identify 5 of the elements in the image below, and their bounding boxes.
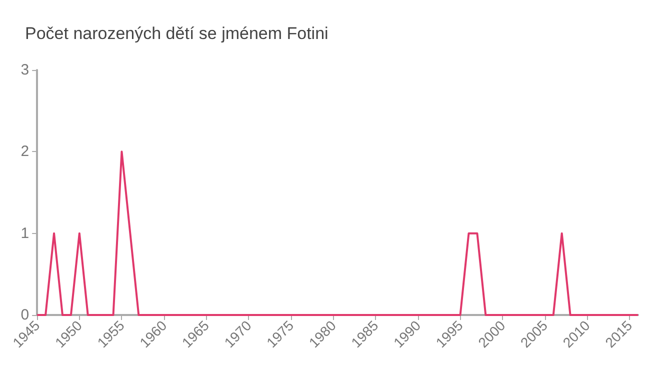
y-tick-label: 0 [20, 306, 30, 324]
y-tick-label: 3 [20, 62, 30, 78]
chart-title: Počet narozených dětí se jménem Fotini [25, 24, 328, 43]
y-tick-label: 2 [20, 143, 30, 160]
y-tick-label: 1 [20, 224, 30, 242]
